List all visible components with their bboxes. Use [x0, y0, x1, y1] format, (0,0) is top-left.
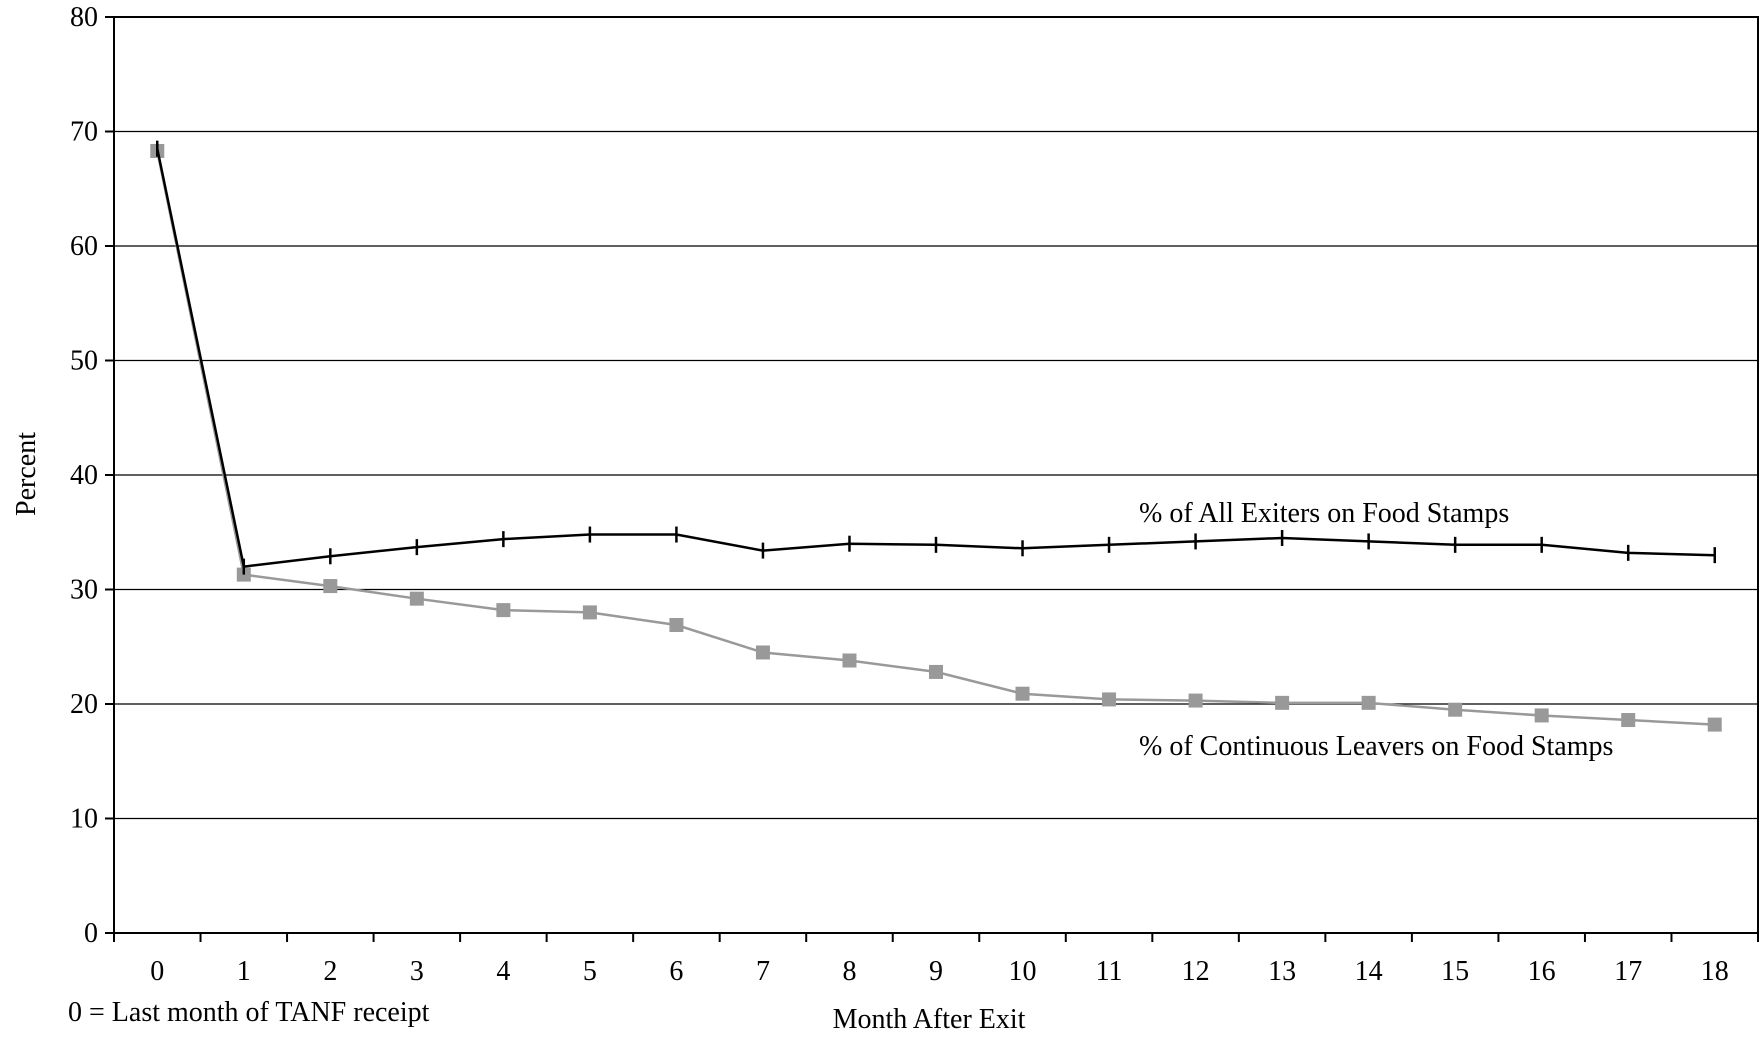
- data-point-continuous-16: [1534, 708, 1549, 723]
- x-tick-label-8: 8: [842, 956, 856, 987]
- x-tick-label-16: 16: [1528, 956, 1556, 987]
- y-tick-label-80: 80: [70, 2, 98, 33]
- data-point-continuous-12: [1188, 693, 1203, 708]
- x-axis-note: 0 = Last month of TANF receipt: [68, 997, 430, 1028]
- data-point-continuous-7: [755, 645, 770, 660]
- x-tick-label-17: 17: [1614, 956, 1642, 987]
- x-tick-label-0: 0: [150, 956, 164, 987]
- x-tick-label-9: 9: [929, 956, 943, 987]
- x-tick-label-6: 6: [669, 956, 683, 987]
- x-tick-label-4: 4: [496, 956, 510, 987]
- data-point-continuous-4: [496, 603, 511, 618]
- data-point-continuous-14: [1361, 695, 1376, 710]
- series-1: [150, 143, 1722, 732]
- y-tick-label-0: 0: [84, 918, 98, 949]
- data-point-continuous-2: [323, 579, 338, 594]
- data-point-continuous-15: [1448, 702, 1463, 717]
- y-axis-title: Percent: [11, 432, 42, 516]
- y-tick-label-20: 20: [70, 689, 98, 720]
- series-label-continuous-leavers: % of Continuous Leavers on Food Stamps: [1139, 731, 1613, 762]
- data-point-continuous-13: [1275, 695, 1290, 710]
- data-point-continuous-6: [669, 617, 684, 632]
- x-tick-label-13: 13: [1268, 956, 1296, 987]
- y-tick-label-60: 60: [70, 231, 98, 262]
- series-label-all-exiters: % of All Exiters on Food Stamps: [1139, 498, 1509, 529]
- series-0: [156, 140, 1716, 575]
- data-point-continuous-18: [1707, 717, 1722, 732]
- data-point-continuous-11: [1102, 692, 1117, 707]
- x-tick-label-12: 12: [1182, 956, 1210, 987]
- series-line-1: [156, 150, 1715, 726]
- x-tick-label-7: 7: [756, 956, 770, 987]
- x-tick-label-10: 10: [1009, 956, 1037, 987]
- x-axis: 0 1 2 3 4 5 6 7 8 9 10 11 12 13 14 15 16 17 18: [113, 933, 1759, 987]
- data-point-continuous-9: [929, 664, 943, 679]
- x-tick-label-15: 15: [1441, 956, 1469, 987]
- x-tick-label-14: 14: [1355, 956, 1383, 987]
- data-point-continuous-10: [1015, 686, 1030, 701]
- data-point-continuous-17: [1621, 713, 1636, 728]
- data-point-continuous-8: [842, 653, 857, 668]
- y-tick-label-30: 30: [70, 575, 98, 606]
- y-tick-label-50: 50: [70, 346, 98, 377]
- x-axis-title: Month After Exit: [833, 1004, 1026, 1035]
- x-tick-label-11: 11: [1096, 956, 1123, 987]
- x-tick-label-18: 18: [1701, 956, 1729, 987]
- data-point-continuous-3: [409, 591, 424, 606]
- y-axis: 0 10 20 30 40 50 60 70 80: [70, 2, 114, 949]
- gridlines: [114, 130, 1758, 820]
- data-point-continuous-1: [236, 567, 251, 582]
- y-tick-label-70: 70: [70, 117, 98, 148]
- y-tick-label-10: 10: [70, 804, 98, 835]
- data-point-continuous-5: [582, 605, 597, 620]
- x-tick-label-3: 3: [410, 956, 424, 987]
- x-tick-label-2: 2: [323, 956, 337, 987]
- x-tick-label-5: 5: [583, 956, 597, 987]
- y-tick-label-40: 40: [70, 460, 98, 491]
- x-tick-label-1: 1: [237, 956, 251, 987]
- series-layer: [150, 140, 1722, 732]
